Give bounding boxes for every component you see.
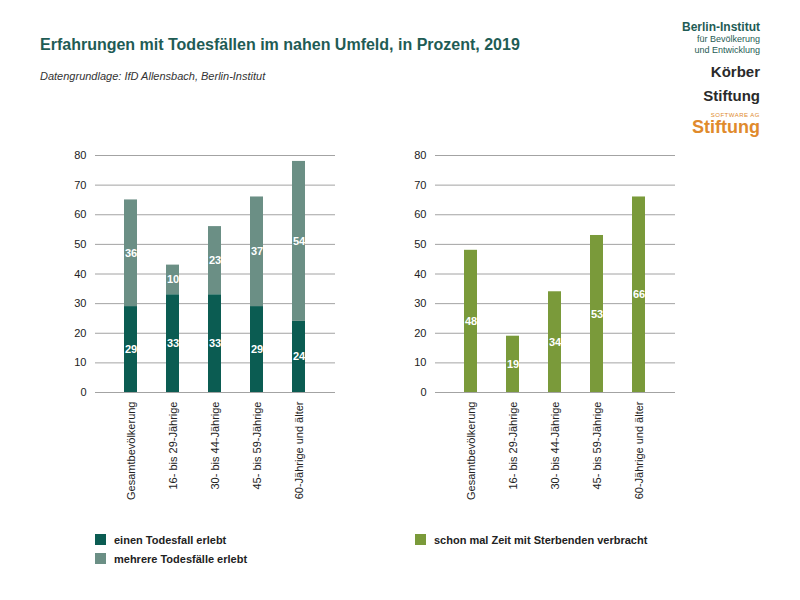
svg-text:45- bis 59-Jährige: 45- bis 59-Jährige: [251, 402, 263, 490]
svg-text:30- bis 44-Jährige: 30- bis 44-Jährige: [549, 402, 561, 490]
svg-text:20: 20: [414, 327, 426, 339]
html-text:Erfahrungen mit Todesfällen im: Erfahrungen mit Todesfällen im nahen Umf…: [40, 36, 520, 53]
html-text:Stiftung: Stiftung: [703, 87, 760, 104]
html-text:mehrere Todesfälle erlebt: mehrere Todesfälle erlebt: [114, 552, 248, 565]
svg-text:10: 10: [414, 356, 426, 368]
svg-text:0: 0: [80, 386, 86, 398]
svg-text:30- bis 44-Jährige: 30- bis 44-Jährige: [209, 402, 221, 490]
svg-text:16- bis 29-Jährige: 16- bis 29-Jährige: [167, 402, 179, 490]
svg-text:33: 33: [167, 337, 179, 349]
svg-text:10: 10: [167, 273, 179, 285]
svg-text:40: 40: [414, 268, 426, 280]
svg-text:30: 30: [74, 297, 86, 309]
svg-text:66: 66: [633, 288, 645, 300]
svg-text:36: 36: [125, 247, 137, 259]
html-text:und Entwicklung: und Entwicklung: [694, 45, 760, 55]
svg-text:54: 54: [293, 235, 306, 247]
svg-text:0: 0: [420, 386, 426, 398]
svg-text:30: 30: [414, 297, 426, 309]
html-text:für Bevölkerung: für Bevölkerung: [697, 34, 760, 44]
html-text:Datengrundlage: IfD Allensbach: Datengrundlage: IfD Allensbach, Berlin-I…: [40, 70, 266, 82]
svg-text:70: 70: [414, 179, 426, 191]
svg-text:80: 80: [74, 149, 86, 161]
svg-text:45- bis 59-Jährige: 45- bis 59-Jährige: [591, 402, 603, 490]
svg-text:24: 24: [293, 350, 306, 362]
html-text:Körber: Körber: [710, 63, 760, 80]
svg-text:60: 60: [414, 208, 426, 220]
html-text:einen Todesfall erlebt: einen Todesfall erlebt: [114, 533, 227, 546]
html-text:schon mal Zeit mit Sterbenden: schon mal Zeit mit Sterbenden verbracht: [434, 533, 648, 546]
svg-text:16- bis 29-Jährige: 16- bis 29-Jährige: [507, 402, 519, 490]
svg-text:Gesamtbevölkerung: Gesamtbevölkerung: [465, 402, 477, 500]
html-text:Stiftung: Stiftung: [692, 117, 760, 137]
svg-text:29: 29: [125, 343, 137, 355]
svg-text:40: 40: [74, 268, 86, 280]
svg-text:34: 34: [549, 336, 562, 348]
svg-text:29: 29: [251, 343, 263, 355]
svg-text:70: 70: [74, 179, 86, 191]
svg-text:80: 80: [414, 149, 426, 161]
svg-text:48: 48: [465, 315, 477, 327]
svg-text:23: 23: [209, 254, 221, 266]
svg-text:60: 60: [74, 208, 86, 220]
svg-text:50: 50: [74, 238, 86, 250]
html-text:SOFTWARE AG: SOFTWARE AG: [710, 112, 760, 118]
svg-text:20: 20: [74, 327, 86, 339]
svg-text:33: 33: [209, 337, 221, 349]
svg-text:53: 53: [591, 308, 603, 320]
svg-text:50: 50: [414, 238, 426, 250]
svg-text:60-Jährige und älter: 60-Jährige und älter: [633, 401, 645, 499]
svg-text:60-Jährige und älter: 60-Jährige und älter: [293, 401, 305, 499]
html-text:Berlin-Institut: Berlin-Institut: [682, 20, 760, 34]
svg-text:Gesamtbevölkerung: Gesamtbevölkerung: [125, 402, 137, 500]
svg-text:19: 19: [507, 358, 519, 370]
svg-text:10: 10: [74, 356, 86, 368]
svg-text:37: 37: [251, 245, 263, 257]
